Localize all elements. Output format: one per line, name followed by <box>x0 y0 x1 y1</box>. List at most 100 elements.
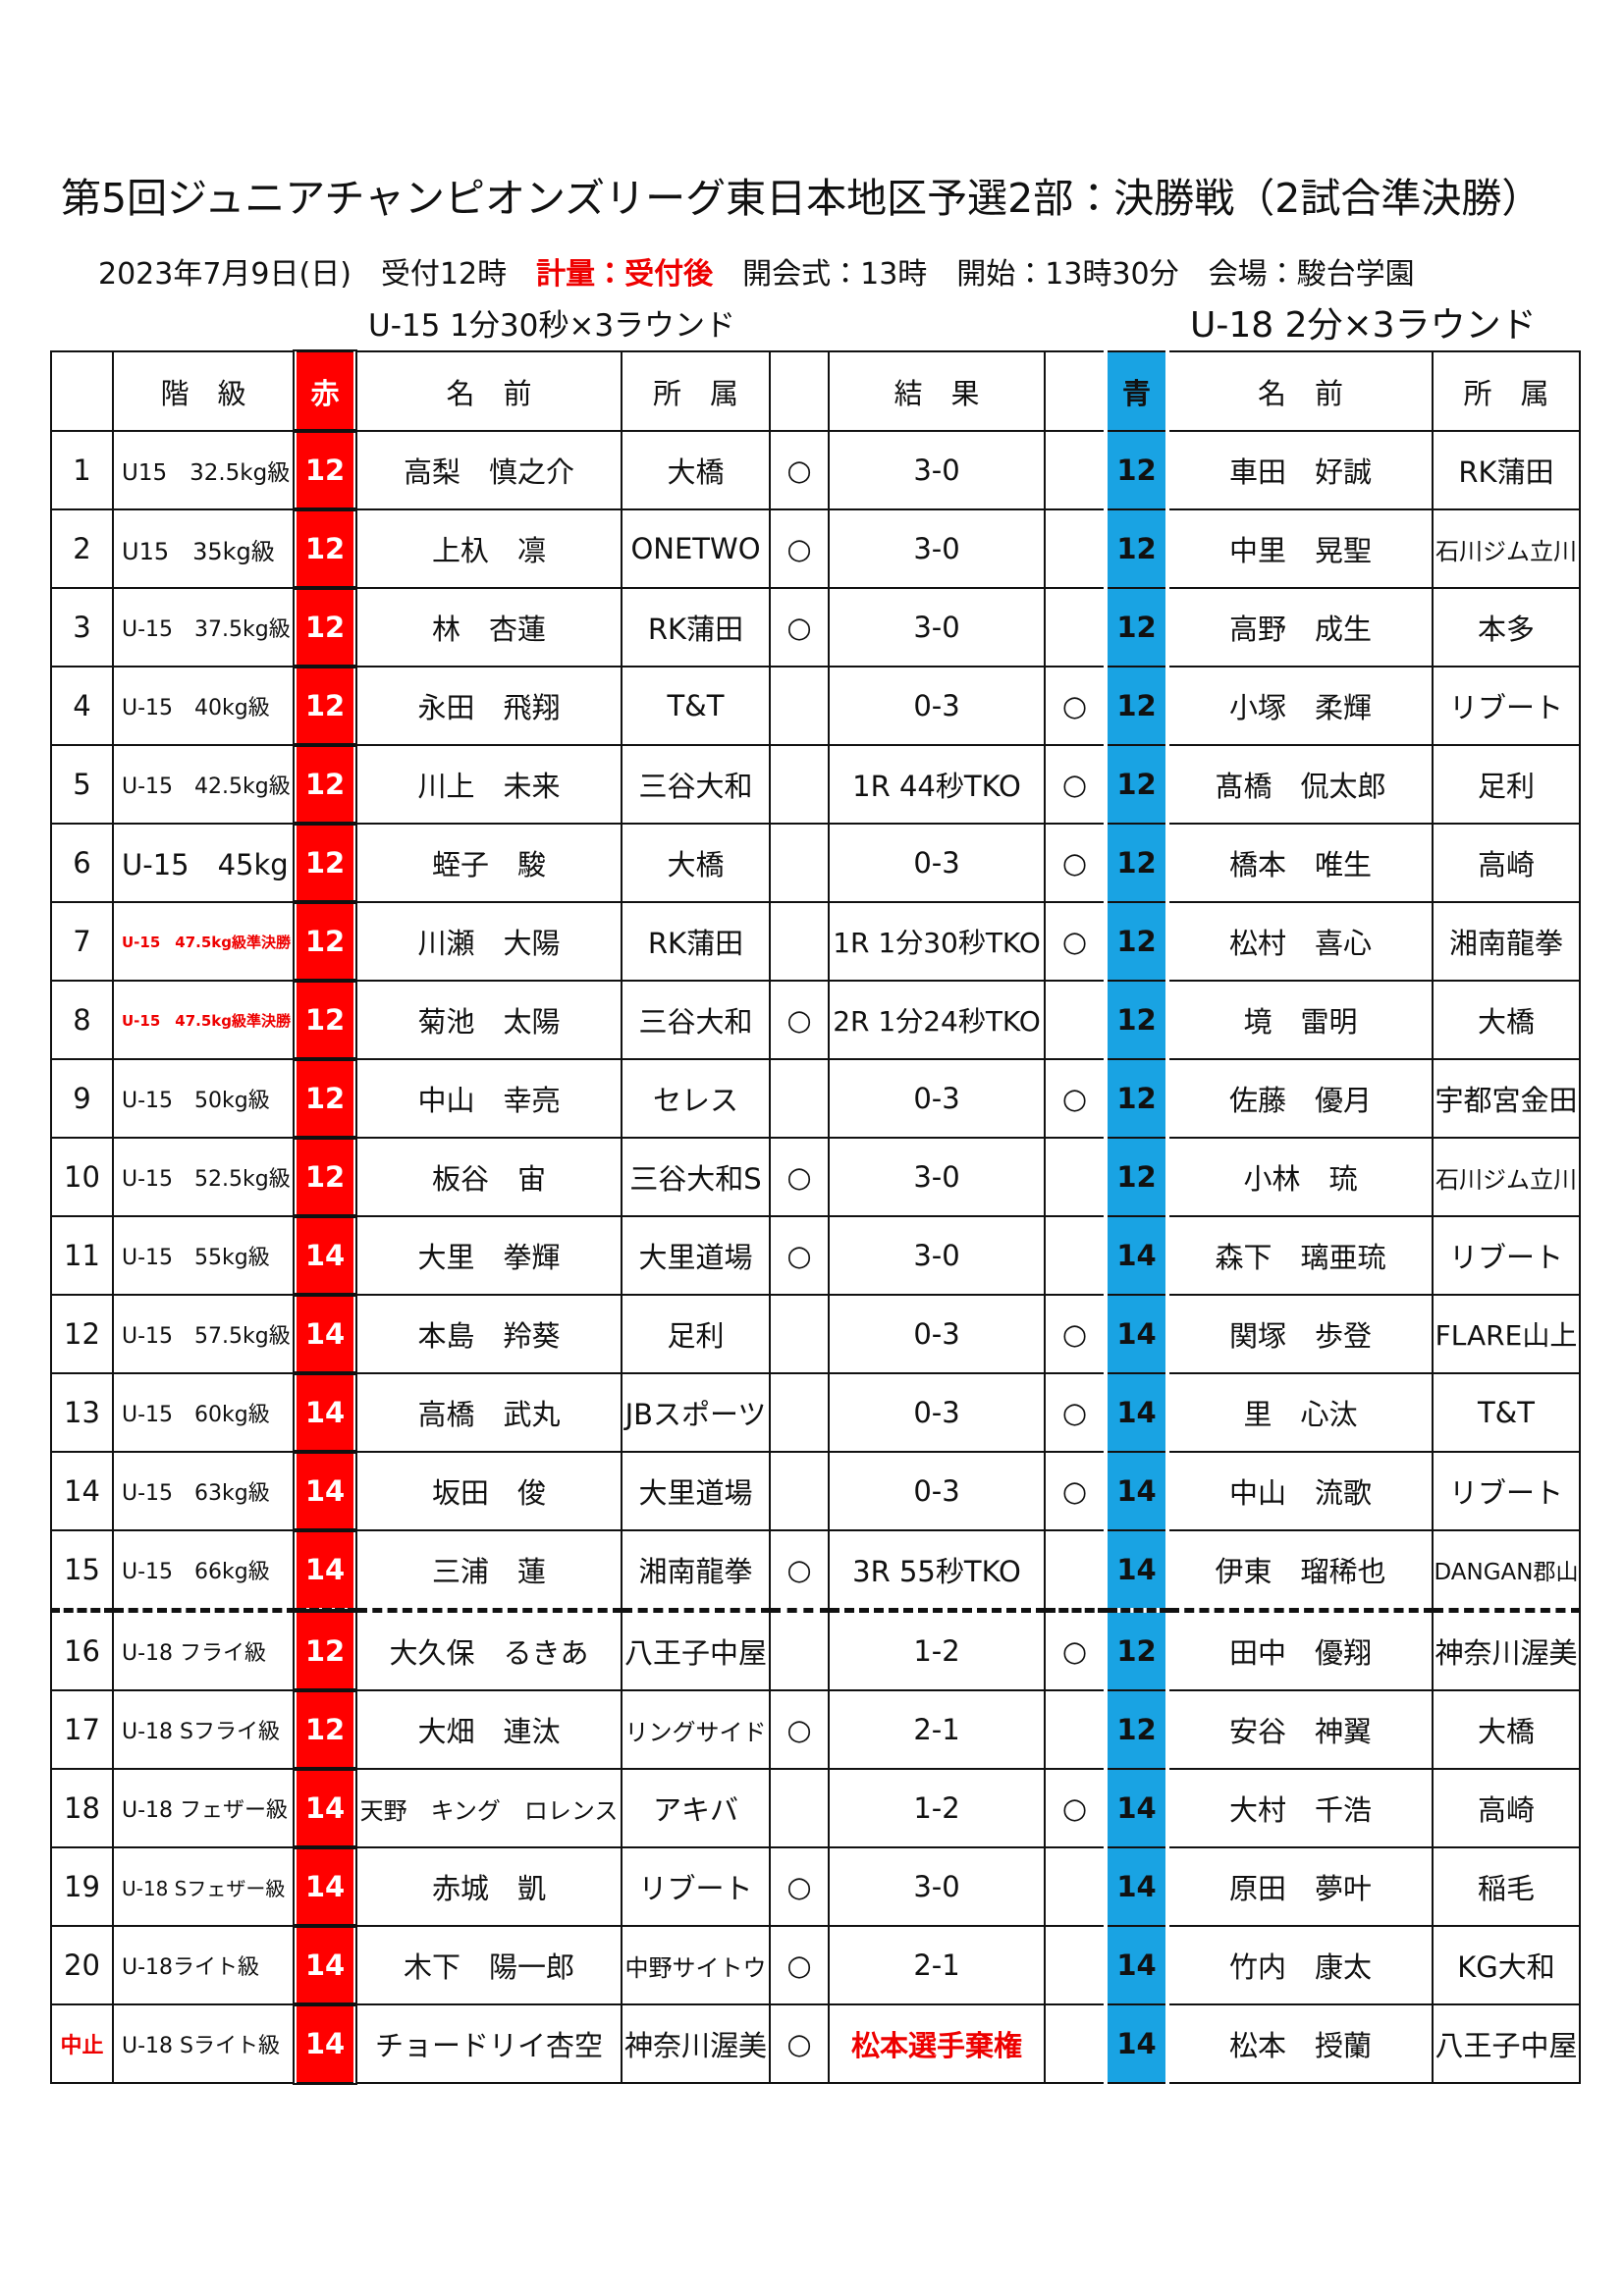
cell-no: 6 <box>50 823 114 903</box>
table-row: 18 U-18 フェザー級 14 天野 キング ロレンス アキバ 1-2 ○ 14 大村 千浩高… <box>50 1767 1581 1849</box>
cell-red-name: 大里 拳輝 <box>354 1215 623 1296</box>
cell-class: U-18ライト級 <box>112 1925 296 2005</box>
cell-blue-name: 中山 流歌 <box>1166 1451 1434 1531</box>
header-row: 階 級 赤 名 前 所 属 結 果 青 名 前 所 属 <box>50 349 1581 433</box>
cell-blue-team: 大橋 <box>1432 980 1581 1060</box>
cell-red-win: ○ <box>769 1215 830 1296</box>
cell-blue-team: 八王子中屋 <box>1432 2003 1581 2084</box>
cell-class: U-15 42.5kg級 <box>112 744 296 825</box>
table-row: 11 U-15 55kg級 14 大里 拳輝 大里道場 ○ 3-0 14 森下 璃亜琉 リブート <box>50 1214 1581 1297</box>
cell-blue-grade: 14 <box>1104 1294 1169 1374</box>
cell-result: 3-0 <box>828 430 1046 510</box>
cell-blue-name: 原田 夢叶 <box>1166 1846 1434 1927</box>
table-row: 16 U-18 フライ級 12 大久保 るきあ 八王子中屋 1-2 ○ 12 田中 優翔 神奈川渥… <box>50 1608 1581 1692</box>
cell-no: 15 <box>50 1529 114 1613</box>
cell-red-grade: 14 <box>293 1767 357 1849</box>
cell-red-grade: 14 <box>293 1845 357 1928</box>
cell-blue-grade: 12 <box>1104 823 1169 903</box>
cell-blue-team: 高崎 <box>1432 1768 1581 1848</box>
cell-blue-team: リブート <box>1432 1215 1581 1296</box>
cell-no: 13 <box>50 1372 114 1453</box>
cell-red-team: 八王子中屋 <box>621 1609 771 1691</box>
cell-blue-name: 里 心汰 <box>1166 1372 1434 1453</box>
cell-red-team: 三谷大和S <box>621 1137 771 1217</box>
cell-red-win <box>769 1609 830 1691</box>
cell-red-name: チョードリイ杏空 <box>354 2003 623 2084</box>
cell-red-name: 木下 陽一郎 <box>354 1925 623 2005</box>
cell-red-name: 林 杏蓮 <box>354 587 623 667</box>
cell-red-team: 大橋 <box>621 823 771 903</box>
cell-blue-team: リブート <box>1432 666 1581 746</box>
cell-class: U-15 40kg級 <box>112 666 296 746</box>
table-row: 17 U-18 Sフライ級 12 大畑 連汰 リングサイド ○ 2-1 12 安谷 神翼 大橋 <box>50 1688 1581 1771</box>
cell-blue-grade: 12 <box>1104 1137 1169 1217</box>
table-row: 5 U-15 42.5kg級 12 川上 未来 三谷大和 1R 44秒TKO ○ 12 髙橋 侃… <box>50 743 1581 826</box>
cell-result: 1R 1分30秒TKO <box>828 901 1046 982</box>
cell-result: 2R 1分24秒TKO <box>828 980 1046 1060</box>
header-cell: 所 属 <box>621 350 771 432</box>
cell-blue-name: 小林 琉 <box>1166 1137 1434 1217</box>
cell-red-team: RK蒲田 <box>621 587 771 667</box>
cell-blue-grade: 14 <box>1104 2003 1169 2084</box>
header-cell: 所 属 <box>1432 350 1581 432</box>
cell-blue-name: 中里 晃聖 <box>1166 508 1434 589</box>
cell-no: 17 <box>50 1689 114 1770</box>
cell-red-team: 湘南龍拳 <box>621 1529 771 1613</box>
cell-result: 0-3 <box>828 1451 1046 1531</box>
header-cell: 赤 <box>293 349 357 433</box>
cell-result: 1R 44秒TKO <box>828 744 1046 825</box>
cell-class: U-15 55kg級 <box>112 1215 296 1296</box>
cell-blue-team: 宇都宮金田 <box>1432 1058 1581 1139</box>
cell-result: 3-0 <box>828 508 1046 589</box>
table-row: 20 U-18ライト級 14 木下 陽一郎 中野サイトウ ○ 2-1 14 竹内 康太 KG大和 <box>50 1924 1581 2006</box>
cell-red-grade: 14 <box>293 1293 357 1375</box>
cell-blue-name: 竹内 康太 <box>1166 1925 1434 2005</box>
cell-red-grade: 12 <box>293 1688 357 1771</box>
cell-blue-win: ○ <box>1044 823 1107 903</box>
cell-red-name: 三浦 蓮 <box>354 1529 623 1613</box>
cell-red-team: 三谷大和 <box>621 980 771 1060</box>
cell-blue-team: 高崎 <box>1432 823 1581 903</box>
cell-red-team: アキバ <box>621 1768 771 1848</box>
table-row: 1 U15 32.5kg級 12 高梨 慎之介 大橋 ○ 3-0 12 車田 好誠 RK蒲田 <box>50 429 1581 511</box>
table-row: 13 U-15 60kg級 14 高橋 武丸 JBスポーツ 0-3 ○ 14 里 心汰 T&T <box>50 1371 1581 1454</box>
cell-blue-win: ○ <box>1044 1058 1107 1139</box>
cell-blue-win <box>1044 587 1107 667</box>
header-cell: 階 級 <box>112 350 296 432</box>
cell-red-team: T&T <box>621 666 771 746</box>
cell-class: U-15 57.5kg級 <box>112 1294 296 1374</box>
cell-blue-name: 橋本 唯生 <box>1166 823 1434 903</box>
cell-red-win <box>769 1294 830 1374</box>
cell-result: 0-3 <box>828 666 1046 746</box>
cell-red-name: 天野 キング ロレンス <box>354 1768 623 1848</box>
cell-result: 1-2 <box>828 1609 1046 1691</box>
cell-blue-team: 稲毛 <box>1432 1846 1581 1927</box>
cell-red-grade: 14 <box>293 1450 357 1532</box>
cell-red-name: 高橋 武丸 <box>354 1372 623 1453</box>
cell-red-win: ○ <box>769 1529 830 1613</box>
cell-red-win: ○ <box>769 587 830 667</box>
cell-no: 20 <box>50 1925 114 2005</box>
cell-blue-grade: 14 <box>1104 1846 1169 1927</box>
cell-red-team: 三谷大和 <box>621 744 771 825</box>
cell-red-grade: 12 <box>293 586 357 668</box>
cell-no: 8 <box>50 980 114 1060</box>
cell-blue-team: 石川ジム立川 <box>1432 1137 1581 1217</box>
table-row: 10 U-15 52.5kg級 12 板谷 宙三谷大和S ○ 3-0 12 小林 琉石川ジム立… <box>50 1136 1581 1218</box>
cell-class: U-18 Sフライ級 <box>112 1689 296 1770</box>
cell-blue-team: DANGAN郡山 <box>1432 1529 1581 1613</box>
cell-no: 18 <box>50 1768 114 1848</box>
cell-blue-name: 小塚 柔輝 <box>1166 666 1434 746</box>
cell-class: U-15 47.5kg級準決勝 <box>112 980 296 1060</box>
cell-red-name: 上杁 凛 <box>354 508 623 589</box>
table-row: 2 U15 35kg級 12 上杁 凛 ONETWO ○ 3-0 12 中里 晃聖 石川ジム立川 <box>50 507 1581 590</box>
cell-red-grade: 14 <box>293 1924 357 2006</box>
cell-red-win: ○ <box>769 430 830 510</box>
cell-blue-win <box>1044 1925 1107 2005</box>
cell-red-win <box>769 823 830 903</box>
cell-class: U15 35kg級 <box>112 508 296 589</box>
cell-red-grade: 12 <box>293 822 357 904</box>
table-row: 3 U-15 37.5kg級 12 林 杏蓮 RK蒲田 ○ 3-0 12 高野 成生 本多 <box>50 586 1581 668</box>
